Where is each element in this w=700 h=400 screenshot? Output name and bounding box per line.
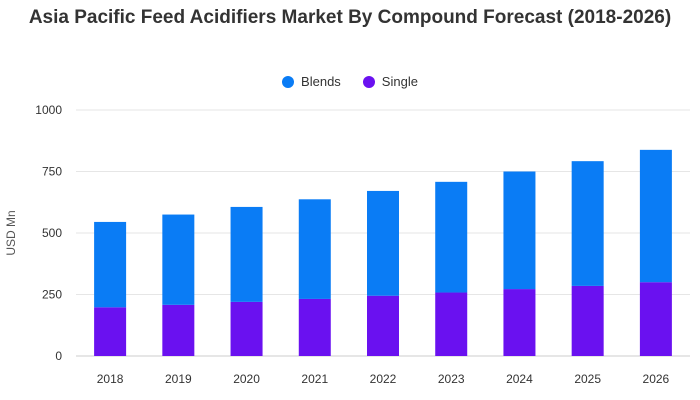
bar-single bbox=[503, 289, 536, 356]
bar-blends bbox=[298, 199, 331, 299]
legend-swatch-blends bbox=[282, 75, 295, 88]
bar-single bbox=[298, 298, 331, 356]
y-tick-label: 500 bbox=[42, 226, 62, 240]
bar-single bbox=[94, 307, 127, 356]
x-tick-label: 2019 bbox=[165, 372, 192, 386]
legend-label-blends: Blends bbox=[301, 74, 341, 89]
bar-single bbox=[571, 285, 604, 356]
y-tick-label: 750 bbox=[42, 165, 62, 179]
bar-blends bbox=[435, 181, 468, 293]
bar-single bbox=[367, 295, 399, 356]
bar-blends bbox=[503, 171, 536, 290]
chart-title: Asia Pacific Feed Acidifiers Market By C… bbox=[28, 7, 672, 28]
x-tick-label: 2024 bbox=[506, 372, 533, 386]
legend-label-single: Single bbox=[381, 74, 418, 89]
legend-swatch-single bbox=[362, 75, 375, 88]
bar-single bbox=[162, 304, 195, 356]
y-tick-label: 1000 bbox=[35, 103, 62, 117]
x-tick-label: 2025 bbox=[574, 372, 601, 386]
bar-single bbox=[230, 301, 263, 356]
x-tick-label: 2023 bbox=[438, 372, 465, 386]
legend-item-single[interactable]: Single bbox=[362, 74, 418, 89]
y-tick-label: 0 bbox=[55, 349, 62, 363]
bar-single bbox=[639, 282, 672, 356]
x-tick-label: 2018 bbox=[97, 372, 124, 386]
bar-single bbox=[435, 292, 468, 356]
x-tick-label: 2020 bbox=[233, 372, 260, 386]
bar-blends bbox=[230, 206, 263, 302]
bar-blends bbox=[571, 161, 604, 286]
chart-legend: Blends Single bbox=[0, 74, 700, 89]
bar-blends bbox=[639, 149, 672, 283]
y-tick-label: 250 bbox=[42, 288, 62, 302]
x-tick-label: 2021 bbox=[301, 372, 328, 386]
x-tick-label: 2022 bbox=[370, 372, 397, 386]
legend-item-blends[interactable]: Blends bbox=[282, 74, 341, 89]
x-tick-label: 2026 bbox=[643, 372, 670, 386]
bar-blends bbox=[162, 214, 195, 305]
bar-blends bbox=[94, 221, 127, 308]
bar-blends bbox=[367, 190, 399, 296]
